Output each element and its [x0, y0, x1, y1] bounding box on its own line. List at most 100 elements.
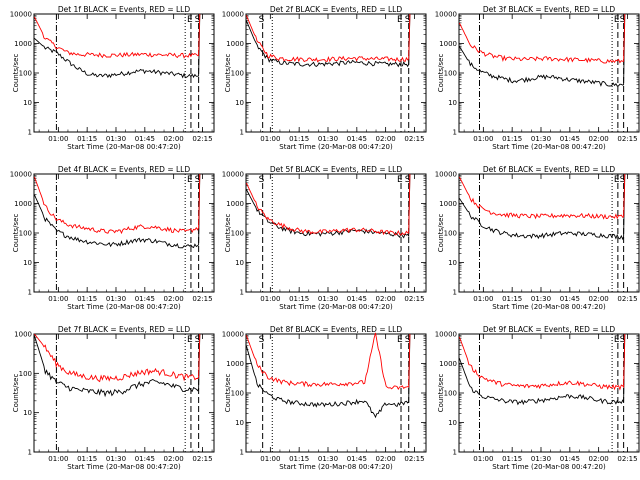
y-tick-label: 10	[23, 409, 32, 417]
marker-label: S	[405, 335, 411, 345]
x-tick-label: 02:15	[404, 455, 424, 463]
x-tick-label: 02:00	[376, 295, 396, 303]
x-tick-label: 01:15	[289, 455, 309, 463]
y-axis-label: Counts/sec	[224, 214, 232, 253]
marker-label: E	[187, 335, 193, 345]
y-tick-label: 100	[444, 70, 457, 78]
plot-frame	[458, 173, 640, 293]
panel-title: Det 2f BLACK = Events, RED = LLD	[270, 5, 403, 14]
series-line-events	[33, 173, 201, 249]
marker-label: E	[397, 15, 403, 25]
marker-label: E	[187, 15, 193, 25]
x-tick-label: 01:45	[135, 135, 155, 143]
y-tick-label: 100	[444, 390, 457, 398]
x-tick-label: 01:30	[531, 135, 551, 143]
y-tick-label: 1000	[439, 40, 457, 48]
x-tick-label: 02:00	[589, 295, 609, 303]
panel-det-9: Det 9f BLACK = Events, RED = LLD 1 10 100 10…	[435, 325, 640, 471]
y-tick-label: 1000	[439, 360, 457, 368]
panel-title: Det 7f BLACK = Events, RED = LLD	[58, 325, 191, 334]
x-tick-label: 02:15	[404, 135, 424, 143]
y-axis-label: Counts/sec	[437, 54, 445, 93]
series-line-lld	[33, 173, 201, 235]
y-tick-label: 100	[19, 70, 32, 78]
y-tick-label: 10000	[435, 171, 457, 179]
series-line-events	[245, 173, 411, 239]
series-line-lld	[458, 333, 626, 391]
y-tick-label: 10000	[222, 11, 244, 19]
marker-label: S	[195, 15, 201, 25]
x-tick-label: 01:30	[531, 455, 551, 463]
y-tick-label: 1	[453, 289, 457, 297]
y-axis-label: Counts/sec	[437, 374, 445, 413]
x-tick-label: 02:00	[164, 135, 184, 143]
y-tick-label: 1000	[439, 200, 457, 208]
x-tick-label: 01:30	[106, 455, 126, 463]
x-axis-label: Start Time (20-Mar-08 00:47:20)	[67, 143, 181, 151]
series-line-lld	[33, 13, 201, 59]
x-tick-label: 02:15	[192, 295, 212, 303]
marker-label: E	[397, 175, 403, 185]
x-tick-label: 01:00	[260, 295, 280, 303]
series-line-events	[34, 13, 201, 79]
panel-title: Det 5f BLACK = Events, RED = LLD	[270, 165, 403, 174]
x-tick-label: 01:00	[48, 455, 68, 463]
plot-frame	[245, 13, 427, 133]
x-axis-label: Start Time (20-Mar-08 00:47:20)	[492, 463, 606, 471]
marker-label: S	[405, 175, 411, 185]
x-tick-label: 01:15	[502, 135, 522, 143]
x-tick-label: 02:15	[617, 135, 637, 143]
marker-label: E	[614, 15, 620, 25]
y-tick-label: 100	[231, 230, 244, 238]
x-tick-label: 02:15	[404, 295, 424, 303]
panel-det-5: Det 5f BLACK = Events, RED = LLD 1 10 100 10…	[222, 165, 427, 311]
series-line-events	[245, 13, 411, 68]
y-tick-label: 10	[448, 419, 457, 427]
x-tick-label: 01:15	[289, 135, 309, 143]
panel-det-3: Det 3f BLACK = Events, RED = LLD 1 10 100 10…	[435, 5, 640, 151]
x-axis-label: Start Time (20-Mar-08 00:47:20)	[492, 303, 606, 311]
x-tick-label: 01:30	[106, 135, 126, 143]
y-tick-label: 1000	[226, 40, 244, 48]
x-tick-label: 01:30	[318, 455, 338, 463]
x-tick-label: 02:15	[617, 455, 637, 463]
y-tick-label: 10000	[222, 331, 244, 339]
y-tick-label: 1000	[14, 200, 32, 208]
x-tick-label: 02:00	[589, 455, 609, 463]
series-line-lld	[34, 333, 201, 383]
x-tick-label: 01:15	[289, 295, 309, 303]
y-tick-label: 10	[448, 99, 457, 107]
x-tick-label: 01:45	[135, 455, 155, 463]
x-tick-label: 01:15	[502, 455, 522, 463]
y-tick-label: 100	[19, 230, 32, 238]
x-tick-label: 01:45	[347, 455, 367, 463]
y-tick-label: 10000	[10, 11, 32, 19]
marker-label: S	[259, 335, 265, 345]
y-tick-label: 1	[453, 449, 457, 457]
y-tick-label: 100	[444, 230, 457, 238]
x-tick-label: 02:15	[192, 455, 212, 463]
y-tick-label: 1000	[14, 331, 32, 339]
series-line-events	[459, 13, 626, 87]
y-tick-label: 10	[235, 419, 244, 427]
x-tick-label: 01:30	[531, 295, 551, 303]
marker-label: E	[187, 175, 193, 185]
panel-title: Det 3f BLACK = Events, RED = LLD	[483, 5, 616, 14]
y-tick-label: 1	[453, 129, 457, 137]
plot-frame	[33, 333, 215, 453]
x-tick-label: 01:15	[77, 295, 97, 303]
x-axis-label: Start Time (20-Mar-08 00:47:20)	[279, 303, 393, 311]
y-axis-label: Counts/sec	[437, 214, 445, 253]
x-tick-label: 01:45	[560, 455, 580, 463]
marker-label: E	[397, 335, 403, 345]
x-tick-label: 01:00	[260, 455, 280, 463]
x-tick-label: 01:00	[473, 135, 493, 143]
x-axis-label: Start Time (20-Mar-08 00:47:20)	[67, 463, 181, 471]
plot-frame	[33, 13, 215, 133]
panel-det-8: Det 8f BLACK = Events, RED = LLD 1 10 100 10…	[222, 325, 427, 471]
panel-title: Det 9f BLACK = Events, RED = LLD	[483, 325, 616, 334]
x-tick-label: 01:45	[560, 135, 580, 143]
y-tick-label: 10000	[10, 171, 32, 179]
marker-label: S	[620, 175, 626, 185]
x-tick-label: 01:45	[347, 135, 367, 143]
